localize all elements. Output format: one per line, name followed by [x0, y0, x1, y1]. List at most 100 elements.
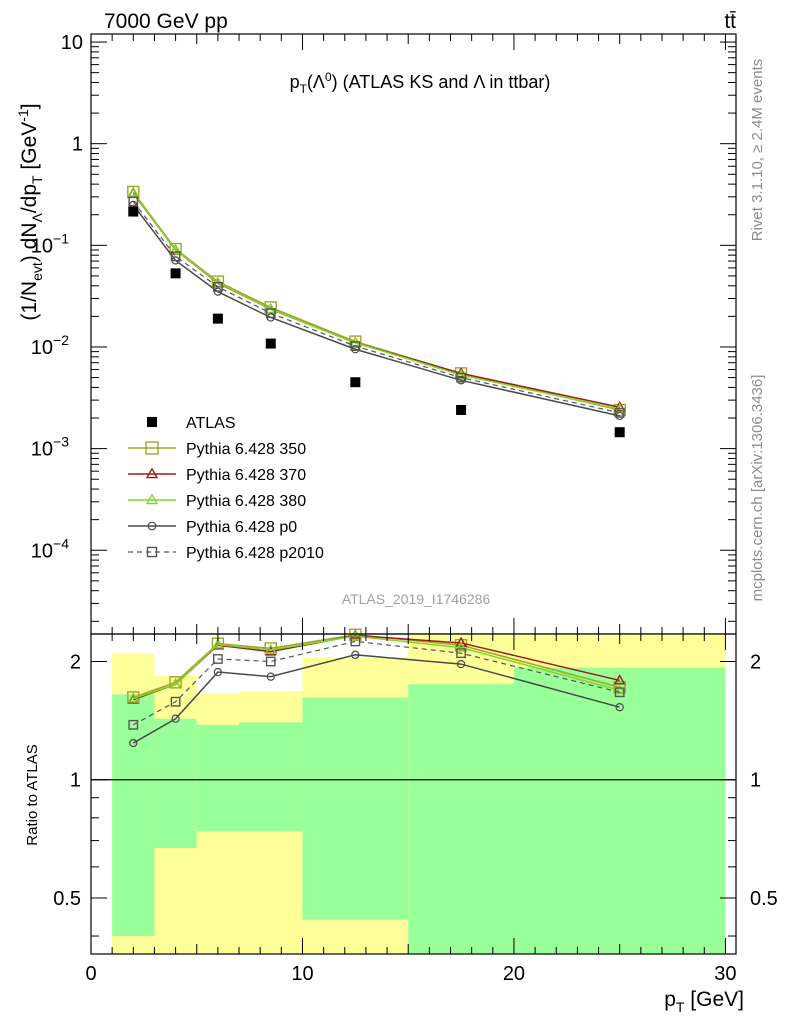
ratio-line [132, 654, 620, 744]
ratio-point [264, 645, 277, 656]
ratio-line [133, 635, 620, 700]
ratio-series-3 [127, 629, 626, 703]
ratio-y-tick-label: 2 [70, 652, 81, 674]
band-green [112, 694, 155, 937]
x-tick-label: 0 [85, 963, 96, 985]
ratio-point [613, 681, 626, 694]
y-tick-label: 10 [61, 32, 83, 54]
legend-label: Pythia 6.428 350 [186, 441, 306, 458]
legend-marker [145, 441, 159, 455]
plot-title: pT(Λ0) (ATLAS KS and Λ in ttbar) [290, 70, 551, 96]
series-2 [127, 187, 626, 412]
ratio-line [133, 640, 620, 726]
ratio-point [265, 656, 276, 667]
legend-label: Pythia 6.428 p2010 [186, 545, 324, 562]
data-point [614, 427, 625, 438]
watermark: ATLAS_2019_I1746286 [342, 591, 491, 607]
main-ylabel: (1/Nevt) dNΛ/dpT [GeV-1] [15, 103, 45, 320]
ratio-y-tick-label-right: 2 [750, 652, 761, 674]
legend: ATLAS Pythia 6.428 350 Pythia 6.428 370 Pyt… [128, 415, 324, 562]
x-axis-label: pT [GeV] [664, 988, 744, 1015]
ratio-point [212, 654, 223, 664]
ratio-point [455, 636, 467, 648]
series-point [350, 341, 361, 351]
ratio-line [133, 633, 620, 699]
ratio-point [349, 629, 362, 641]
ratio-point [212, 638, 224, 649]
ratio-y-tick-label: 1 [70, 770, 81, 792]
series-line [132, 192, 620, 410]
data-point [128, 206, 139, 217]
legend-marker [147, 521, 157, 531]
data-point [265, 338, 276, 349]
x-tick-label: 10 [291, 963, 313, 985]
legend-label: Pythia 6.428 p0 [186, 519, 297, 536]
series-point [169, 243, 182, 255]
band-green [302, 697, 409, 920]
series-point [128, 196, 139, 207]
ratio-point [127, 692, 140, 703]
band-green [408, 684, 514, 954]
legend-marker [146, 546, 158, 558]
ratio-y-tick-label-right: 1 [750, 770, 761, 792]
y-tick-label: 10−2 [31, 332, 69, 359]
atlas-data [128, 206, 625, 438]
y-tick-label: 10−3 [31, 434, 69, 461]
series-3 [127, 186, 626, 414]
legend-marker [145, 493, 159, 505]
ratio-point [613, 674, 626, 685]
ratio-point [456, 659, 466, 669]
series-point [212, 276, 224, 287]
series-point [265, 308, 276, 319]
ratio-point [351, 650, 360, 659]
ratio-ylabel: Ratio to ATLAS [24, 744, 41, 845]
ratio-point [613, 683, 626, 695]
data-point [170, 268, 181, 279]
y-tick-label: 10−1 [31, 230, 69, 257]
series-line [132, 192, 620, 409]
series-4 [129, 200, 624, 421]
legend-label: Pythia 6.428 380 [186, 493, 306, 510]
ratio-series-4 [129, 650, 624, 748]
series-point [455, 368, 467, 380]
band-green [154, 718, 197, 849]
series-point [614, 407, 625, 418]
series-1 [127, 185, 626, 417]
ratio-point [264, 643, 277, 655]
ratio-point [170, 696, 181, 707]
ratio-point [455, 641, 467, 652]
series-5 [128, 196, 625, 418]
legend-label: ATLAS [186, 415, 236, 432]
ratio-point [171, 714, 180, 723]
legend-marker [147, 417, 157, 427]
header-right: tt̄ [724, 10, 736, 33]
ratio-point [456, 648, 466, 659]
data-point [350, 377, 361, 388]
series-point [169, 242, 182, 256]
ratio-y-tick-label: 0.5 [53, 888, 81, 910]
ratio-series-5 [128, 636, 625, 730]
mcplots-label: mcplots.cern.ch [arXiv:1306.3436] [749, 375, 766, 602]
series-point [170, 251, 181, 262]
series-point [613, 401, 626, 412]
y-tick-label: 1 [72, 134, 83, 156]
ratio-point [169, 678, 182, 689]
rivet-label: Rivet 3.1.10, ≥ 2.4M events [749, 59, 766, 242]
series-point [127, 186, 140, 197]
x-tick-label: 20 [503, 963, 525, 985]
ratio-point [614, 687, 625, 698]
series-line [132, 191, 620, 411]
series-point [349, 335, 362, 348]
ratio-panel: 0.5 0.51 12 20 10 20 30 Ratio to ATLAS pT [GeV… [24, 628, 778, 1015]
series-point [456, 372, 466, 383]
ratio-point [128, 719, 139, 730]
ratio-y-tick-label-right: 0.5 [750, 888, 778, 910]
ratio-point [266, 672, 275, 681]
data-point [212, 313, 223, 324]
main-panel: 10 1 10−1 10−2 10−3 10−4 pT(Λ0) (ATLAS KS and… [15, 32, 737, 635]
ratio-point [350, 636, 361, 647]
band-green [239, 722, 303, 832]
y-tick-label: 10−4 [31, 535, 69, 562]
ratio-point [213, 667, 223, 677]
